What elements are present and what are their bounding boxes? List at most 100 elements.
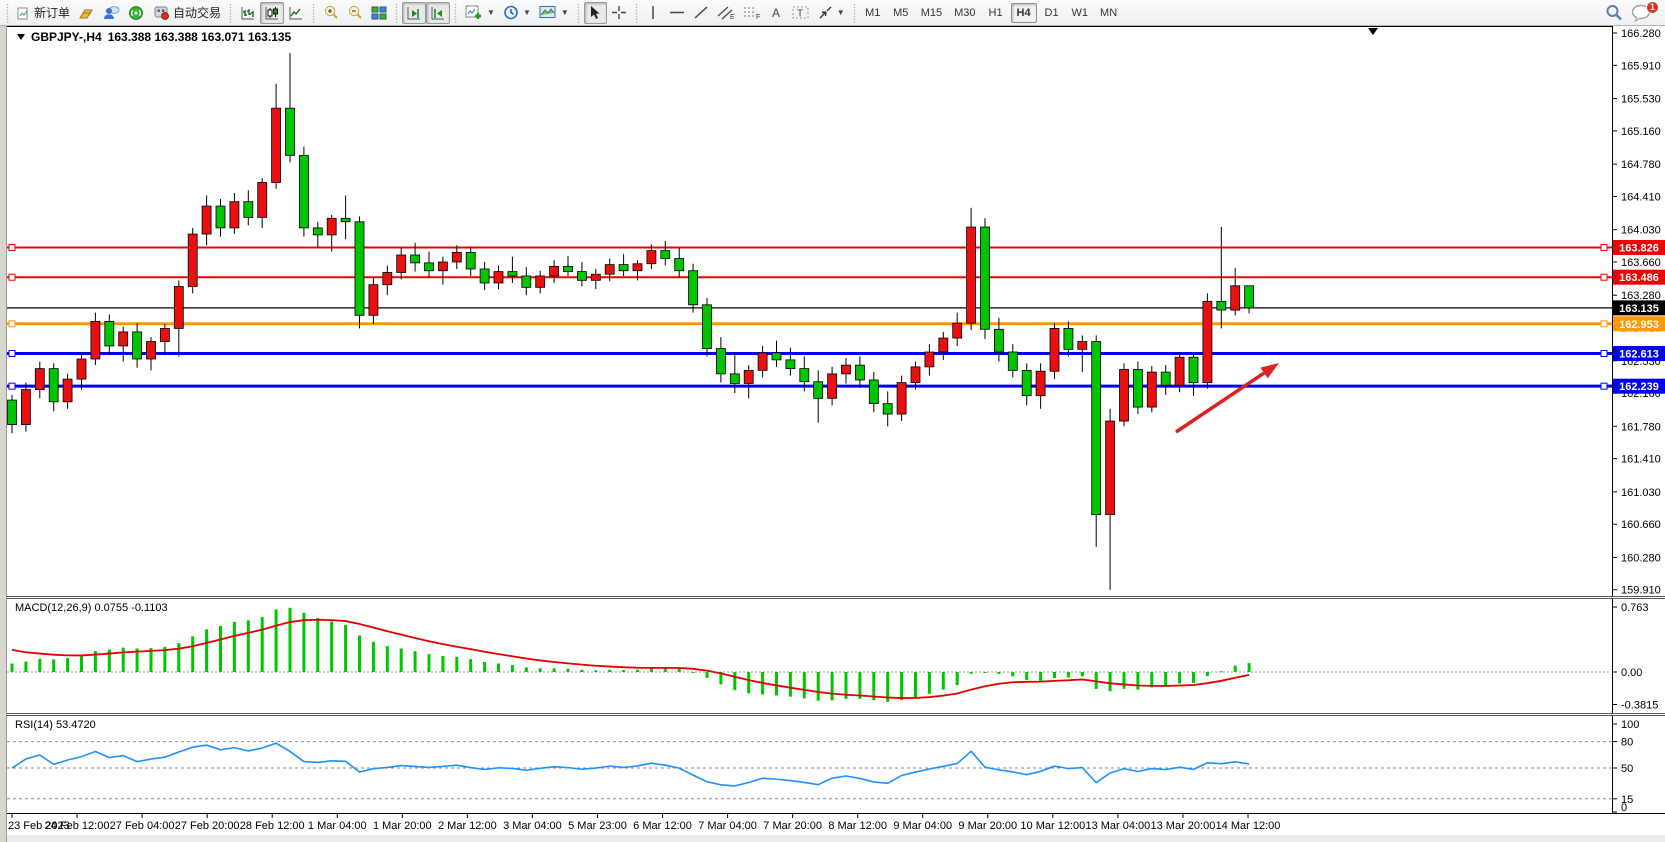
search-icon[interactable] xyxy=(1605,4,1623,21)
line-handle[interactable] xyxy=(8,273,16,281)
trendline-icon xyxy=(693,5,709,20)
price-tag xyxy=(1613,345,1665,361)
toolbar-grip[interactable] xyxy=(4,2,11,23)
svg-text:163.660: 163.660 xyxy=(1621,257,1661,269)
text-label-tool[interactable]: T xyxy=(788,2,814,24)
candle xyxy=(62,378,73,403)
zoom-out-button[interactable] xyxy=(343,2,367,24)
vertical-line-icon xyxy=(648,5,658,20)
arrow-annotation-shaft[interactable] xyxy=(1175,371,1266,434)
line-handle[interactable] xyxy=(8,320,16,328)
auto-trading-button[interactable]: 自动交易 xyxy=(149,2,225,24)
toolbar-grip[interactable] xyxy=(393,2,401,23)
timeframe-button-H4[interactable]: H4 xyxy=(1010,2,1037,23)
line-handle[interactable] xyxy=(1600,320,1608,328)
templates-button[interactable]: ▼ xyxy=(535,2,573,24)
timeframe-button-W1[interactable]: W1 xyxy=(1071,6,1089,19)
notifications-button[interactable]: 1 xyxy=(1631,0,1659,23)
candle xyxy=(729,373,740,384)
toolbar-grip[interactable] xyxy=(310,2,318,23)
chart-shift-button[interactable] xyxy=(426,1,451,24)
market-watch-button[interactable] xyxy=(74,2,99,24)
time-label: 27 Feb 04:00 xyxy=(110,820,175,832)
candle xyxy=(1244,285,1254,309)
tile-windows-button[interactable] xyxy=(367,2,391,24)
vertical-line-tool[interactable] xyxy=(642,2,665,24)
auto-scroll-button[interactable] xyxy=(402,1,427,24)
trendline-tool[interactable] xyxy=(689,2,713,24)
svg-text:165.160: 165.160 xyxy=(1621,126,1661,138)
candle xyxy=(660,250,671,259)
candle xyxy=(229,201,240,229)
line-handle[interactable] xyxy=(1600,243,1608,251)
line-handle[interactable] xyxy=(1600,382,1608,390)
periods-button[interactable]: ▼ xyxy=(499,2,535,24)
rsi-panel[interactable]: RSI(14) 53.4720 100 80 50 15 0 xyxy=(7,716,1665,813)
timeframe-button-MN[interactable]: MN xyxy=(1100,6,1118,19)
timeframe-button-M30[interactable]: M30 xyxy=(954,6,976,19)
candle xyxy=(437,261,448,272)
price-chart-canvas[interactable]: 166.280 165.910 165.530 165.160 164.780 164.4… xyxy=(7,26,1665,596)
zoom-in-button[interactable] xyxy=(319,2,343,24)
candlestick-chart-icon xyxy=(264,6,280,20)
chart-collapse-icon[interactable] xyxy=(17,34,25,40)
toolbar-grip[interactable] xyxy=(227,2,235,23)
candle xyxy=(590,273,601,281)
signals-button[interactable] xyxy=(124,2,149,24)
horizontal-line-tool[interactable] xyxy=(665,2,689,24)
svg-text:50: 50 xyxy=(1621,763,1633,775)
time-axis[interactable]: 23 Feb 2023 24 Feb 12:00 27 Feb 04:00 27 Fe… xyxy=(7,813,1665,842)
candle xyxy=(187,233,198,287)
panel-separator[interactable] xyxy=(7,713,1665,716)
line-handle[interactable] xyxy=(1600,349,1608,357)
arrow-annotation-head[interactable] xyxy=(1260,363,1279,379)
timeframe-button-D1[interactable]: D1 xyxy=(1044,6,1059,19)
new-chart-button[interactable]: ▼ xyxy=(461,2,499,24)
community-button[interactable] xyxy=(99,2,124,24)
price-tag xyxy=(1613,378,1665,394)
toolbar-grip[interactable] xyxy=(632,2,640,23)
equidistant-channel-tool[interactable]: E xyxy=(713,2,739,24)
candle xyxy=(1188,356,1199,383)
candle xyxy=(1063,328,1074,350)
svg-text:163.826: 163.826 xyxy=(1619,242,1659,254)
cursor-button[interactable] xyxy=(583,1,607,24)
auto-trading-label: 自动交易 xyxy=(173,6,222,20)
candlestick-chart-button[interactable] xyxy=(260,1,285,24)
line-handle[interactable] xyxy=(1600,273,1608,281)
new-order-button[interactable]: 新订单 xyxy=(13,2,74,24)
line-chart-button[interactable] xyxy=(284,2,308,24)
timeframe-button-M15[interactable]: M15 xyxy=(920,6,943,19)
timeframe-button-M1[interactable]: M1 xyxy=(865,6,881,19)
bar-chart-button[interactable] xyxy=(236,2,260,24)
time-label: 7 Mar 04:00 xyxy=(698,820,757,832)
text-tool[interactable]: A xyxy=(765,2,788,24)
candle xyxy=(159,328,170,342)
toolbar-grip[interactable] xyxy=(574,2,582,23)
candle xyxy=(799,368,810,383)
time-label: 8 Mar 12:00 xyxy=(828,820,887,832)
time-label: 5 Mar 23:00 xyxy=(568,820,627,832)
line-handle[interactable] xyxy=(8,349,16,357)
timeframe-button-H1[interactable]: H1 xyxy=(988,6,1003,19)
line-handle[interactable] xyxy=(8,243,16,251)
channel-icon: E xyxy=(717,5,735,20)
timeframe-button-M5[interactable]: M5 xyxy=(893,6,909,19)
text-label-icon: T xyxy=(792,5,810,20)
svg-text:T: T xyxy=(797,9,803,20)
arrows-tool[interactable]: ▼ xyxy=(814,2,849,24)
macd-panel[interactable]: MACD(12,26,9) 0.0755 -0.1103 0.763 0.00 -0… xyxy=(7,599,1665,713)
candle xyxy=(1021,369,1032,397)
crosshair-button[interactable] xyxy=(607,2,631,24)
panel-separator[interactable] xyxy=(7,596,1665,599)
line-handle[interactable] xyxy=(8,382,16,390)
toolbar-grip[interactable] xyxy=(452,2,460,23)
chart-shift-marker[interactable] xyxy=(1368,28,1378,35)
toolbar-grip[interactable] xyxy=(850,2,858,23)
main-chart-panel[interactable]: GBPJPY-,H4 163.388 163.388 163.071 163.1… xyxy=(7,26,1665,596)
fibonacci-tool[interactable]: F xyxy=(739,2,765,24)
candle xyxy=(563,265,573,273)
candle xyxy=(354,221,365,316)
toolbar: 新订单 自动交易 xyxy=(0,0,1665,26)
template-icon xyxy=(539,5,557,20)
